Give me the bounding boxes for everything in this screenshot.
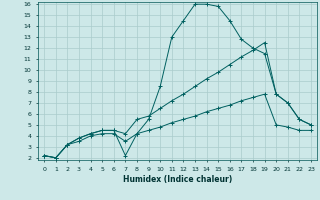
X-axis label: Humidex (Indice chaleur): Humidex (Indice chaleur): [123, 175, 232, 184]
